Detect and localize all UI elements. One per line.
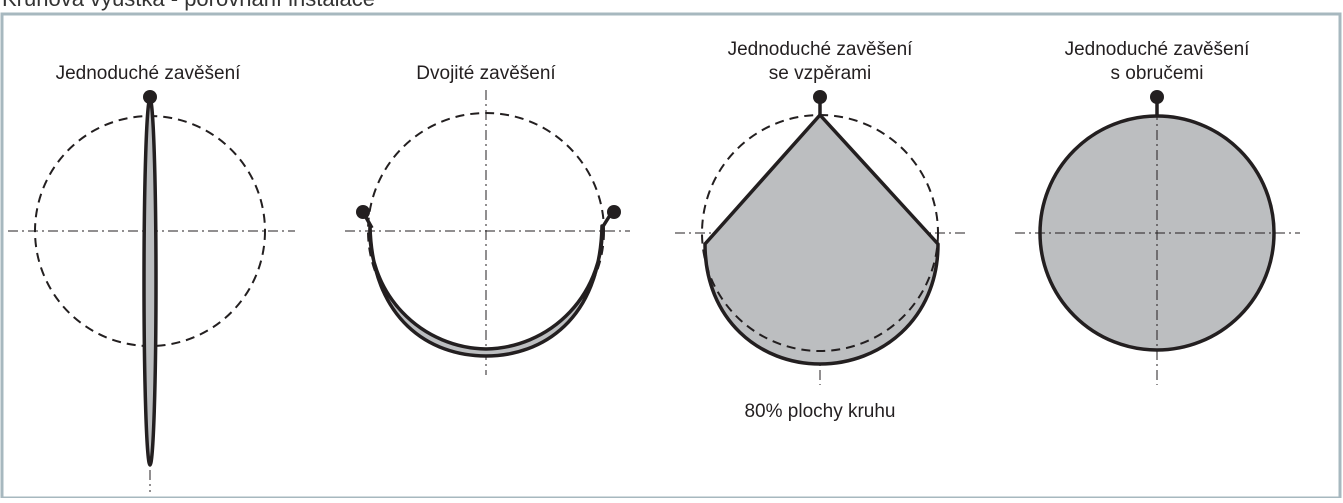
panel-struts: Jednoduché zavěšení se vzpěrami 80% ploc… xyxy=(675,39,965,422)
hanger xyxy=(607,205,621,219)
panel-single: Jednoduché zavěšení xyxy=(8,63,295,492)
hanger xyxy=(813,90,827,104)
note: 80% plochy kruhu xyxy=(744,401,895,422)
panel-hoops: Jednoduché zavěšení s obručemi xyxy=(1015,39,1300,385)
panel-label: se vzpěrami xyxy=(769,63,871,84)
panel-label: Jednoduché zavěšení xyxy=(56,63,242,84)
panel-label: Jednoduché zavěšení xyxy=(728,39,914,60)
panel-label: Dvojité zavěšení xyxy=(416,63,556,84)
hanger xyxy=(1150,90,1164,104)
duct xyxy=(142,97,158,467)
hanger xyxy=(361,211,614,229)
title: Kruhová výústka - porovnání instalace xyxy=(2,0,375,11)
hanger xyxy=(143,90,157,104)
duct xyxy=(368,224,604,358)
hanger xyxy=(356,205,370,219)
panel-label: s obručemi xyxy=(1111,63,1204,84)
panel-label: Jednoduché zavěšení xyxy=(1065,39,1251,60)
panel-double: Dvojité zavěšení xyxy=(345,63,630,375)
duct xyxy=(703,113,940,366)
